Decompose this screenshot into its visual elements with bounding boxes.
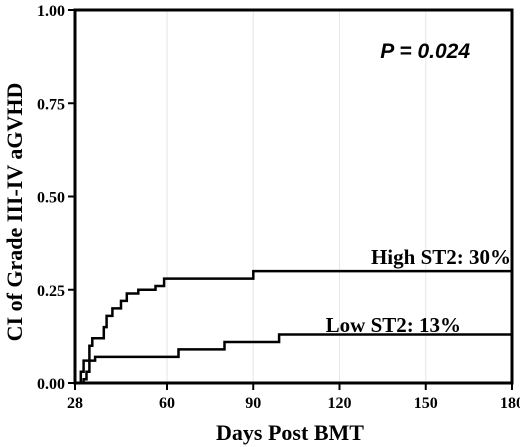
series-line-high-st2: [75, 269, 512, 385]
x-tick-label: 180: [500, 395, 520, 412]
x-axis-label: Days Post BMT: [216, 420, 364, 445]
y-tick-label: 0.75: [37, 96, 65, 113]
x-tick-label: 28: [67, 395, 83, 412]
series-label-high-st2: High ST2: 30%: [371, 245, 511, 269]
grid-lines: [166, 10, 427, 383]
y-tick-label: 0.50: [37, 190, 65, 207]
y-tick-label: 1.00: [37, 3, 65, 20]
series-layer: [75, 269, 512, 385]
x-tick-label: 120: [328, 395, 352, 412]
series-label-low-st2: Low ST2: 13%: [326, 313, 461, 337]
y-axis-label: CI of Grade III-IV aGVHD: [2, 83, 27, 342]
series-line-low-st2: [75, 333, 512, 385]
y-tick-label: 0.25: [37, 283, 65, 300]
p-value-annotation: P = 0.024: [380, 40, 470, 63]
x-tick-label: 60: [159, 395, 175, 412]
x-tick-label: 150: [414, 395, 438, 412]
y-tick-label: 0.00: [37, 376, 65, 393]
x-tick-label: 90: [245, 395, 261, 412]
ticks: 0.00 0.25 0.50 0.75 1.00 28 60 90 120 150 180: [37, 3, 520, 412]
